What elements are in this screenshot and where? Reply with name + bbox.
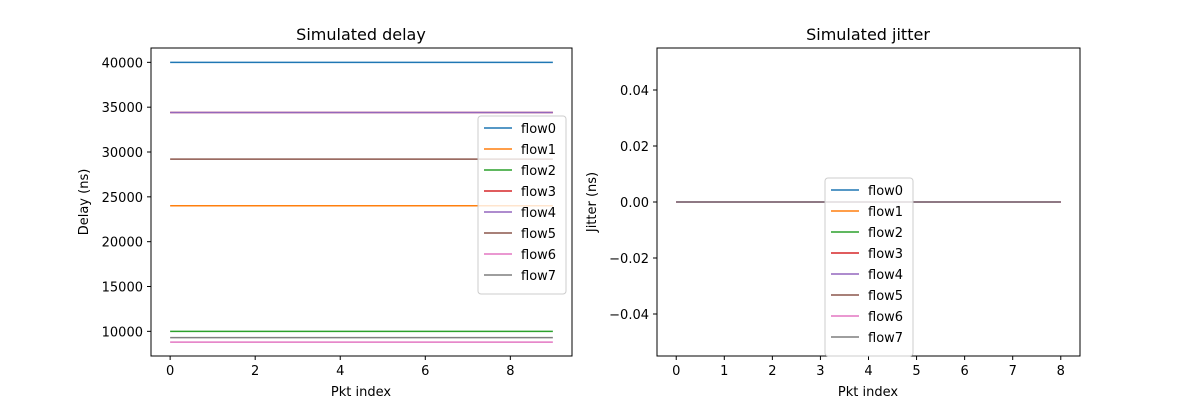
legend-entry: flow0 (521, 122, 556, 137)
y-tick-label: 15000 (102, 281, 143, 296)
x-tick-label: 2 (768, 364, 776, 379)
y-tick-label: 0.00 (620, 196, 649, 211)
chart-title: Simulated jitter (806, 25, 930, 44)
series-lines (170, 61, 553, 343)
axis-ticks: 0 2 4 6 8 10000 15000 20000 25000 30000 35000 40000 (102, 56, 515, 379)
y-tick-label: 25000 (102, 191, 143, 206)
x-tick-label: 0 (672, 364, 680, 379)
x-tick-label: 6 (421, 364, 429, 379)
y-tick-label: −0.04 (609, 308, 649, 323)
legend-entry: flow6 (868, 310, 903, 325)
y-tick-label: −0.02 (609, 252, 649, 267)
legend-box (824, 177, 914, 357)
y-tick-label: 0.02 (620, 140, 649, 155)
y-axis-label: Delay (ns) (77, 169, 92, 236)
x-tick-label: 7 (1009, 364, 1017, 379)
legend-entry: flow0 (868, 184, 903, 199)
x-tick-label: 5 (912, 364, 920, 379)
jitter-chart: Simulated jitter Pkt index Jitter (ns) 0… (585, 25, 1081, 400)
legend: flow0 flow1 flow2 flow3 flow4 flow5 flow6 flow7 (824, 177, 914, 357)
legend-entry: flow4 (868, 268, 903, 283)
chart-title: Simulated delay (296, 25, 426, 44)
x-tick-label: 4 (864, 364, 872, 379)
x-axis-label: Pkt index (838, 385, 898, 400)
legend-entry: flow6 (521, 248, 556, 263)
legend-box (477, 115, 567, 295)
legend-entry: flow3 (868, 247, 903, 262)
x-tick-label: 4 (336, 364, 344, 379)
y-tick-label: 35000 (102, 101, 143, 116)
x-tick-label: 6 (960, 364, 968, 379)
legend-entry: flow7 (521, 269, 556, 284)
legend-entry: flow3 (521, 185, 556, 200)
y-tick-label: 10000 (102, 325, 143, 340)
y-tick-label: 30000 (102, 146, 143, 161)
delay-chart: Simulated delay Pkt index Delay (ns) 0 2 4… (77, 25, 573, 400)
legend-entry: flow7 (868, 331, 903, 346)
legend-entry: flow4 (521, 206, 556, 221)
x-axis-label: Pkt index (331, 385, 391, 400)
axis-ticks: 0 1 2 3 4 5 6 7 8 −0.04 −0.02 0.00 0.02 0.04 (609, 84, 1065, 379)
x-tick-label: 3 (816, 364, 824, 379)
plot-frame (150, 47, 573, 357)
legend-entry: flow1 (868, 205, 903, 220)
x-tick-label: 0 (166, 364, 174, 379)
legend-entry: flow5 (868, 289, 903, 304)
y-tick-label: 40000 (102, 56, 143, 71)
x-tick-label: 1 (720, 364, 728, 379)
x-tick-label: 8 (506, 364, 514, 379)
legend: flow0 flow1 flow2 flow3 flow4 flow5 flow6 flow7 (477, 115, 567, 295)
legend-entry: flow2 (521, 164, 556, 179)
y-tick-label: 20000 (102, 236, 143, 251)
x-tick-label: 2 (251, 364, 259, 379)
y-axis-label: Jitter (ns) (585, 172, 600, 233)
legend-entry: flow1 (521, 143, 556, 158)
legend-entry: flow5 (521, 227, 556, 242)
x-tick-label: 8 (1057, 364, 1065, 379)
legend-entry: flow2 (868, 226, 903, 241)
y-tick-label: 0.04 (620, 84, 649, 99)
